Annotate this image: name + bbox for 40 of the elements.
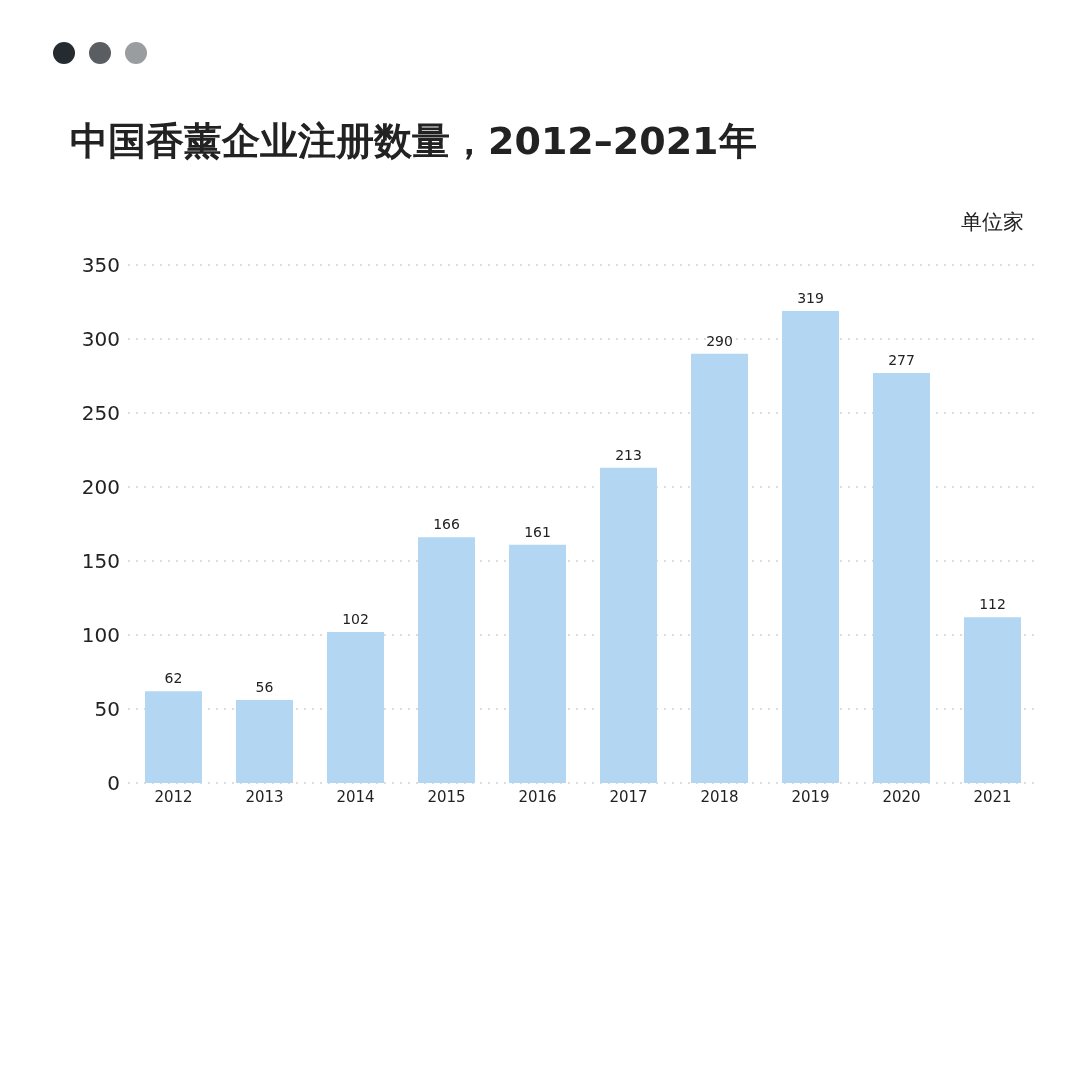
y-tick-label: 250 [81,401,120,426]
bar [600,467,657,783]
x-tick-label: 2018 [700,787,739,806]
bar [964,617,1021,783]
bar [145,691,202,783]
x-tick-label: 2016 [518,787,557,806]
x-tick-label: 2012 [154,787,193,806]
data-label: 319 [797,289,824,306]
y-tick-label: 0 [107,771,120,796]
data-label: 277 [888,352,915,369]
y-tick-label: 200 [81,475,120,500]
x-tick-label: 2021 [973,787,1012,806]
bar [873,373,930,783]
bar [418,537,475,783]
y-tick-label: 150 [81,549,120,574]
y-tick-label: 300 [81,327,120,352]
data-label: 62 [164,670,183,687]
bar [691,353,748,783]
data-label: 166 [433,516,460,533]
data-label: 161 [524,523,551,540]
bar [327,632,384,783]
y-axis-title: 单位家 [961,209,1024,236]
data-label: 213 [615,446,642,463]
data-label: 112 [979,596,1006,613]
bar [236,700,293,783]
x-tick-label: 2014 [336,787,375,806]
data-label: 56 [255,679,274,696]
y-tick-label: 50 [94,697,120,722]
data-label: 290 [706,332,733,349]
x-tick-label: 2019 [791,787,830,806]
x-tick-label: 2017 [609,787,648,806]
x-tick-label: 2020 [882,787,921,806]
chart-title: 中国香薰企业注册数量，2012–2021年 [70,118,757,165]
x-tick-label: 2015 [427,787,466,806]
y-tick-label: 100 [81,623,120,648]
x-tick-label: 2013 [245,787,284,806]
bar [782,310,839,783]
bar [509,544,566,783]
y-tick-label: 350 [81,253,120,278]
data-label: 102 [342,611,369,628]
